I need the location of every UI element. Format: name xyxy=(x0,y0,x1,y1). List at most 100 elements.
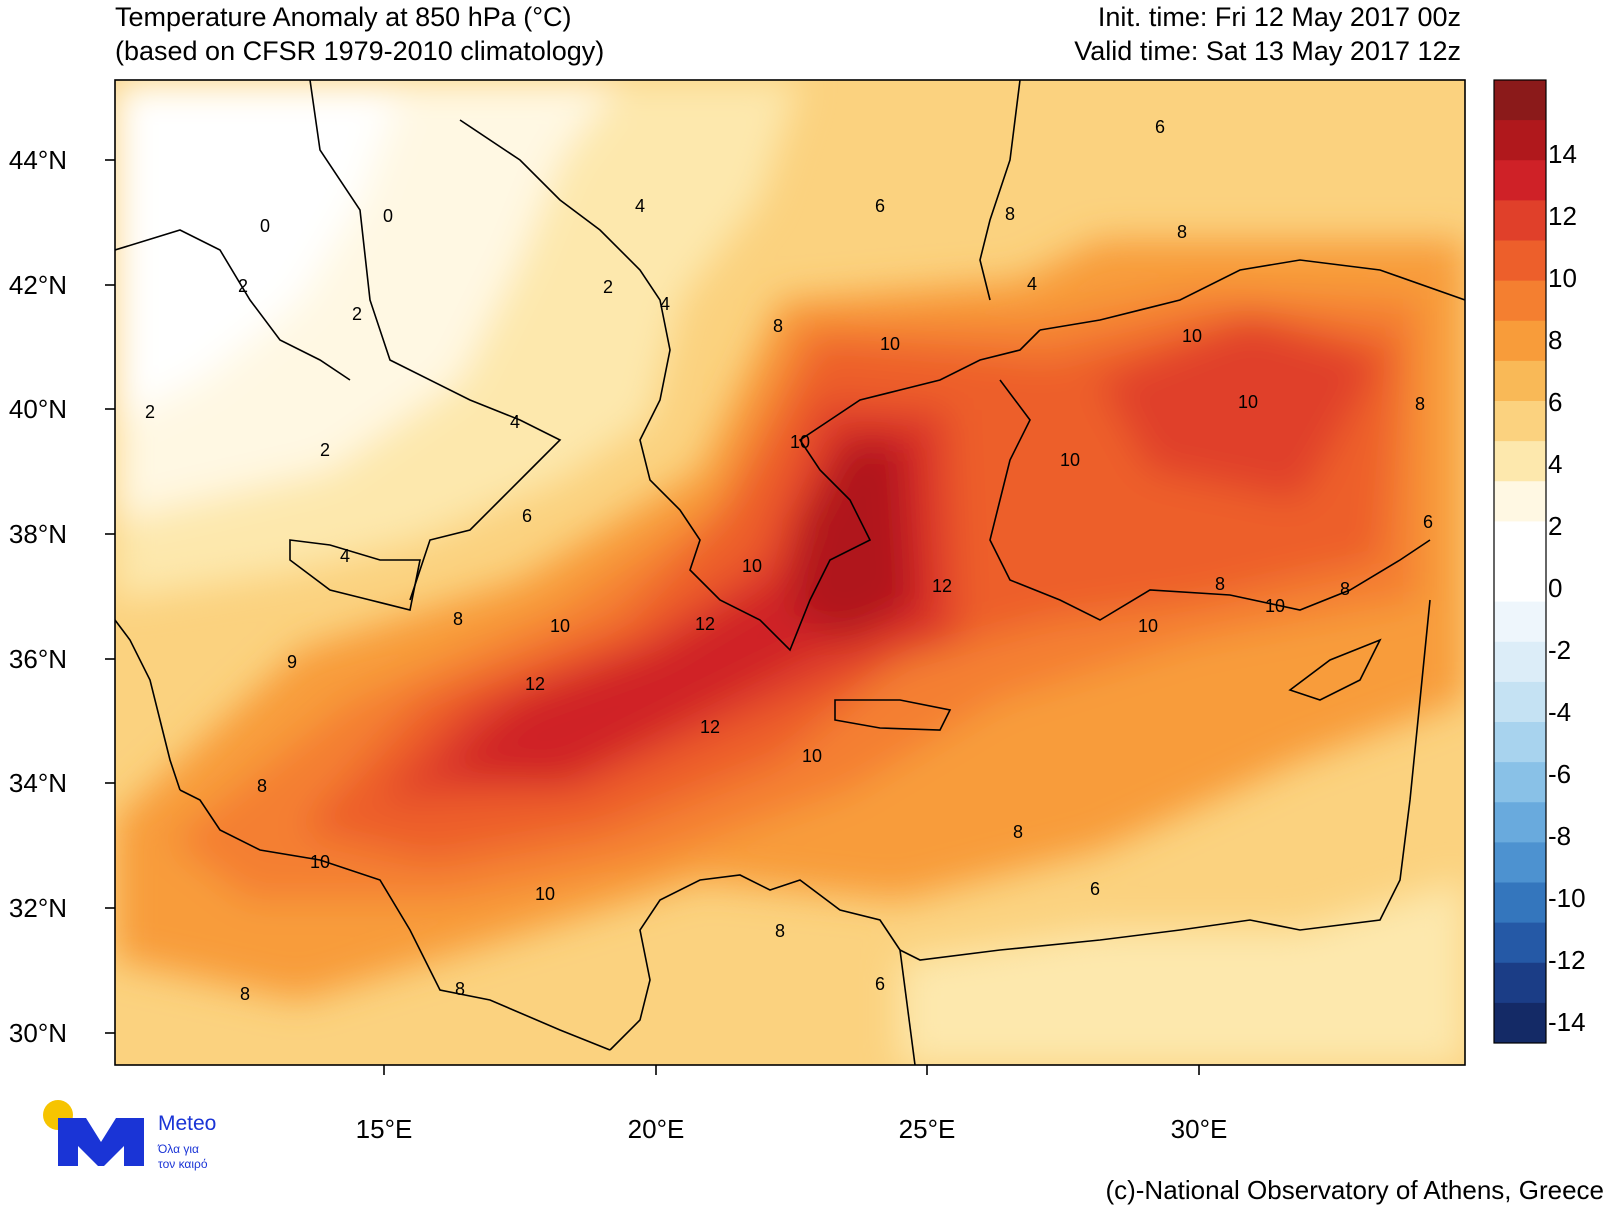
lon-label: 20°E xyxy=(628,1114,685,1144)
colorbar-label: 10 xyxy=(1548,263,1577,293)
anomaly-field xyxy=(115,80,1465,1065)
tunisia-coast xyxy=(115,619,181,791)
colorbar-swatch xyxy=(1494,1002,1546,1044)
colorbar-swatch xyxy=(1494,882,1546,924)
contour-label: 8 xyxy=(1415,394,1425,414)
contour-label: 10 xyxy=(535,884,555,904)
sicily xyxy=(289,539,421,611)
colorbar-label: 2 xyxy=(1548,511,1562,541)
colorbar-swatch xyxy=(1494,922,1546,964)
contour-label: 8 xyxy=(240,984,250,1004)
lat-label: 32°N xyxy=(9,893,67,923)
cyprus xyxy=(1288,638,1382,701)
contour-label: 4 xyxy=(660,294,670,314)
colorbar-label: 6 xyxy=(1548,387,1562,417)
contour-label: 8 xyxy=(1013,822,1023,842)
valid-time: Valid time: Sat 13 May 2017 12z xyxy=(1074,36,1461,66)
contour-label: 8 xyxy=(1215,574,1225,594)
colorbar-swatch xyxy=(1494,681,1546,723)
title-line-1: Temperature Anomaly at 850 hPa (°C) xyxy=(115,2,572,32)
colorbar-swatch xyxy=(1494,962,1546,1004)
contour-label: 2 xyxy=(352,304,362,324)
contour-label: 10 xyxy=(550,616,570,636)
contour-label: 2 xyxy=(603,277,613,297)
contour-label: 10 xyxy=(880,334,900,354)
colorbar-swatch xyxy=(1494,762,1546,803)
contour-label: 10 xyxy=(790,432,810,452)
lat-ticks xyxy=(105,159,1200,1075)
contour-labels: 0 0 2 2 2 2 2 4 4 4 4 4 6 6 6 6 6 6 8 8 … xyxy=(145,117,1433,1004)
contour-label: 4 xyxy=(510,412,520,432)
contour-label: 10 xyxy=(1060,450,1080,470)
contour-label: 12 xyxy=(932,576,952,596)
colorbar-label: 0 xyxy=(1548,573,1562,603)
contour-label: 12 xyxy=(695,614,715,634)
black-sea-west-coast xyxy=(979,80,1021,301)
colorbar-swatch xyxy=(1494,80,1546,121)
m-logo-icon xyxy=(58,1118,144,1166)
contour-label: 9 xyxy=(287,652,297,672)
colorbar-label: 14 xyxy=(1548,139,1577,169)
colorbar-label: -10 xyxy=(1548,883,1586,913)
colorbar-swatch xyxy=(1494,240,1546,282)
contour-label: 8 xyxy=(1340,579,1350,599)
colorbar-swatch xyxy=(1494,160,1546,201)
logo-name: Meteo xyxy=(158,1112,217,1135)
colorbar-swatch xyxy=(1494,601,1546,643)
libya-egypt-border xyxy=(899,949,916,1065)
lon-label: 25°E xyxy=(899,1114,956,1144)
colorbar-swatch xyxy=(1494,842,1546,883)
colorbar-label: -6 xyxy=(1548,759,1571,789)
contour-label: 10 xyxy=(1238,392,1258,412)
contour-label: 8 xyxy=(1177,222,1187,242)
contour-label: 6 xyxy=(1155,117,1165,137)
contour-label: 10 xyxy=(1138,616,1158,636)
italy-coast xyxy=(309,80,562,601)
colorbar-swatch xyxy=(1494,401,1546,442)
contour-label: 8 xyxy=(453,609,463,629)
contour-label: 0 xyxy=(383,206,393,226)
colorbar-swatch xyxy=(1494,280,1546,322)
credit-text: (c)-National Observatory of Athens, Gree… xyxy=(1105,1175,1604,1205)
colorbar-label: -12 xyxy=(1548,945,1586,975)
lat-label: 38°N xyxy=(9,519,67,549)
crete xyxy=(834,699,952,731)
contour-label: 10 xyxy=(310,852,330,872)
lat-label: 30°N xyxy=(9,1018,67,1048)
contour-label: 6 xyxy=(875,974,885,994)
logo-tagline-2: τον καιρό xyxy=(158,1157,208,1171)
lat-label: 36°N xyxy=(9,644,67,674)
tyrrhenian-coast xyxy=(115,229,351,381)
lat-label: 44°N xyxy=(9,145,67,175)
colorbar-labels: 14 12 10 8 6 4 2 0 -2 -4 -6 -8 -10 -12 -… xyxy=(1548,139,1586,1037)
balkan-coast xyxy=(459,119,1041,652)
gulf-of-sidra-coast xyxy=(179,789,611,1051)
contour-label: 6 xyxy=(875,196,885,216)
contour-label: 2 xyxy=(145,402,155,422)
coastlines xyxy=(115,80,1465,1065)
contour-label: 10 xyxy=(742,556,762,576)
colorbar-swatch xyxy=(1494,561,1546,603)
map-title: Temperature Anomaly at 850 hPa (°C) (bas… xyxy=(115,0,604,68)
logo-tagline: Όλα για τον καιρό xyxy=(158,1142,208,1172)
contour-label: 0 xyxy=(260,216,270,236)
contour-label: 4 xyxy=(635,196,645,216)
colorbar-swatch xyxy=(1494,722,1546,763)
contour-label: 10 xyxy=(1182,326,1202,346)
contour-label: 8 xyxy=(773,316,783,336)
colorbar-swatch xyxy=(1494,120,1546,161)
contour-label: 12 xyxy=(525,674,545,694)
colorbar-swatch xyxy=(1494,481,1546,522)
colorbar xyxy=(1493,79,1547,1044)
colorbar-frame xyxy=(1493,79,1547,1044)
contour-label: 8 xyxy=(1005,204,1015,224)
contour-label: 4 xyxy=(340,546,350,566)
contour-label: 6 xyxy=(1090,879,1100,899)
colorbar-label: -8 xyxy=(1548,821,1571,851)
contour-label: 10 xyxy=(802,746,822,766)
lon-label: 15°E xyxy=(356,1114,413,1144)
contour-label: 6 xyxy=(522,506,532,526)
colorbar-label: 12 xyxy=(1548,201,1577,231)
colorbar-label: -14 xyxy=(1548,1007,1586,1037)
